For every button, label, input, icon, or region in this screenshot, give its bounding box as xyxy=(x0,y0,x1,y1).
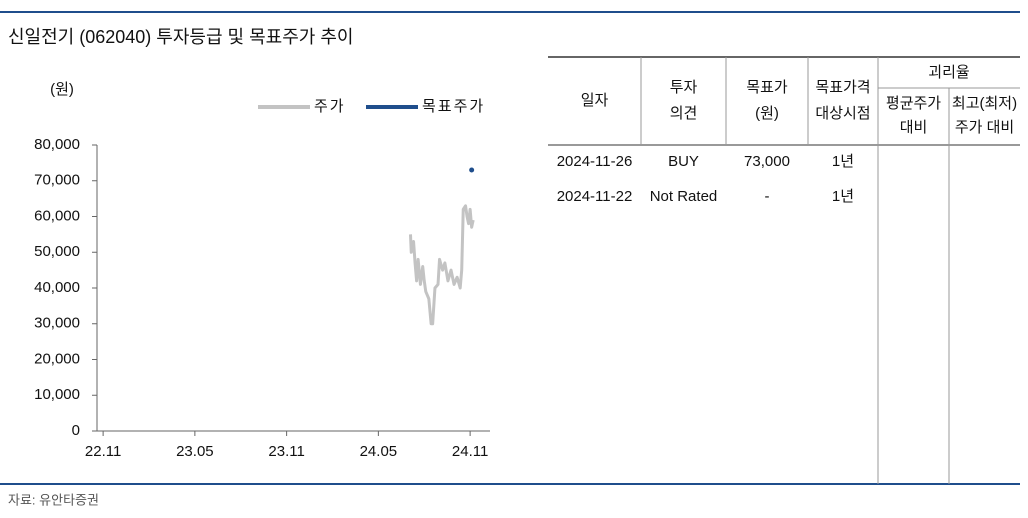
y-tick-label: 0 xyxy=(72,422,80,439)
x-tick-label: 24.05 xyxy=(360,443,398,460)
table-cell: BUY xyxy=(668,153,699,170)
title: 신일전기 (062040) 투자등급 및 목표주가 추이 xyxy=(8,27,353,47)
table-cell: 73,000 xyxy=(744,153,790,170)
table-header: 대비 xyxy=(900,119,928,136)
y-tick-label: 30,000 xyxy=(34,315,80,332)
price-line xyxy=(408,204,475,326)
table-header: 평균주가 xyxy=(886,95,941,112)
table-header: 주가 대비 xyxy=(955,119,1014,136)
y-tick-label: 80,000 xyxy=(34,136,80,153)
x-tick-label: 22.11 xyxy=(85,443,121,460)
table-header: 의견 xyxy=(670,105,698,122)
table-frame xyxy=(548,56,1020,484)
table-cell: 2024-11-22 xyxy=(557,188,633,205)
y-tick-label: 70,000 xyxy=(34,172,80,189)
x-tick-label: 23.11 xyxy=(268,443,304,460)
table-cell: 2024-11-26 xyxy=(557,153,633,170)
legend-label: 주가 xyxy=(314,98,346,115)
y-tick-label: 10,000 xyxy=(34,386,80,403)
y-tick-label: 20,000 xyxy=(34,350,80,367)
y-tick-label: 50,000 xyxy=(34,243,80,260)
table-header: 대상시점 xyxy=(815,105,870,122)
table-cell: 1년 xyxy=(832,188,854,205)
table-group-header: 괴리율 xyxy=(928,64,969,81)
target-point xyxy=(469,167,475,173)
table-cell: Not Rated xyxy=(650,188,718,205)
table-header: 최고(최저) xyxy=(952,95,1017,112)
table-header: 일자 xyxy=(581,92,609,109)
legend-label: 목표주가 xyxy=(422,98,485,115)
y-tick-label: 60,000 xyxy=(34,207,80,224)
table-header: (원) xyxy=(755,105,779,122)
x-tick-label: 24.11 xyxy=(452,443,488,460)
table-cell: 1년 xyxy=(832,153,854,170)
table-header: 투자 xyxy=(670,79,698,96)
table-cell: - xyxy=(765,188,770,205)
table-header: 목표가격 xyxy=(815,79,870,96)
y-tick-label: 40,000 xyxy=(34,279,80,296)
source: 자료: 유안타증권 xyxy=(8,492,99,507)
x-tick-label: 23.05 xyxy=(176,443,214,460)
y-axis-label: (원) xyxy=(50,81,74,98)
table-header: 목표가 xyxy=(746,79,788,96)
